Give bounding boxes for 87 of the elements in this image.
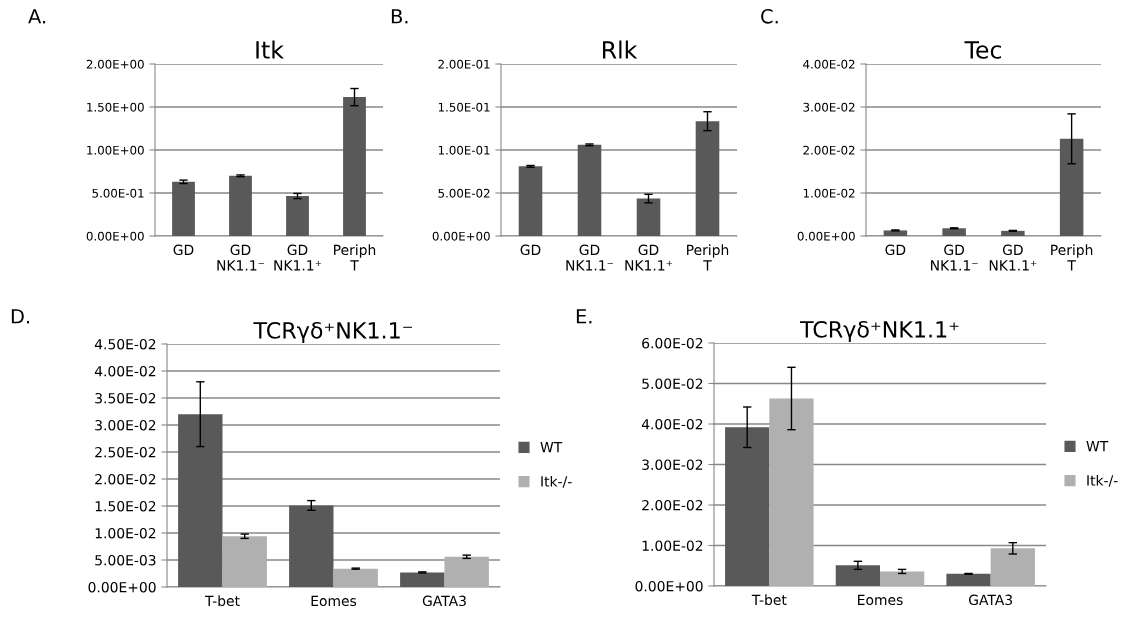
- bar: [172, 181, 195, 236]
- bar: [835, 565, 880, 586]
- chart-title: Tec: [964, 41, 1001, 59]
- bar: [725, 427, 770, 586]
- y-tick-label: 3.50E-02: [95, 392, 156, 404]
- y-tick-label: 0.00E+00: [635, 580, 703, 592]
- y-tick-label: 4.00E-02: [641, 418, 703, 430]
- bar: [286, 196, 309, 236]
- x-tick-label: GD: [520, 244, 541, 256]
- bar: [577, 144, 602, 236]
- x-tick-label: GD: [885, 244, 906, 256]
- y-tick-label: 4.00E-02: [803, 59, 855, 69]
- text: A.: [28, 9, 46, 24]
- x-tick-label: Periph T: [687, 244, 729, 271]
- text: E.: [576, 309, 592, 324]
- x-tick-label: GD NK1.1⁺: [989, 244, 1037, 271]
- y-tick-label: 5.00E-01: [92, 188, 144, 198]
- y-tick-label: 1.50E-01: [438, 102, 490, 112]
- y-tick-label: 1.00E-01: [438, 145, 490, 155]
- y-tick-label: 2.00E-02: [642, 499, 703, 511]
- y-tick-label: 4.00E-02: [94, 365, 156, 377]
- y-tick-label: 0.00E+00: [797, 231, 855, 241]
- x-tick-label: Periph T: [334, 244, 376, 271]
- y-tick-label: 2.50E-02: [95, 446, 156, 458]
- y-tick-label: 5.00E-02: [642, 378, 703, 389]
- bar: [1059, 138, 1084, 236]
- y-tick-label: 2.00E+00: [86, 59, 144, 69]
- y-tick-label: 3.00E-02: [803, 102, 855, 112]
- bar: [946, 573, 991, 586]
- x-tick-label: GD NK1.1⁻: [217, 244, 265, 271]
- y-tick-label: 5.00E-03: [95, 554, 156, 566]
- bar: [333, 568, 378, 587]
- x-tick-label: GD NK1.1⁺: [274, 244, 322, 271]
- legend-label: Itk-/-: [541, 475, 572, 488]
- legend-label: WT: [540, 442, 563, 453]
- bar: [990, 548, 1035, 586]
- bar: [400, 572, 445, 587]
- chart-title: Rlk: [603, 40, 638, 59]
- bar: [289, 505, 334, 587]
- x-tick-label: Eomes: [858, 594, 903, 606]
- x-tick-label: GD NK1.1⁺: [625, 244, 673, 271]
- legend-label: WT: [1086, 441, 1109, 452]
- chart-title: TCRγδ⁺NK1.1⁻: [253, 321, 412, 344]
- bar: [769, 398, 814, 586]
- y-tick-label: 0.00E+00: [86, 231, 144, 241]
- x-tick-label: Eomes: [311, 595, 357, 607]
- text: B.: [391, 9, 408, 24]
- y-tick-label: 0.00E+00: [88, 581, 156, 593]
- x-tick-label: GD NK1.1⁻: [566, 244, 614, 271]
- bar: [229, 175, 252, 236]
- chart-title: Itk: [256, 40, 284, 59]
- x-tick-label: GD NK1.1⁻: [931, 244, 978, 271]
- y-tick-label: 1.00E-02: [642, 540, 703, 551]
- y-tick-label: 2.00E-02: [95, 473, 156, 485]
- x-tick-label: GATA3: [422, 595, 466, 607]
- y-tick-label: 5.00E-02: [438, 188, 490, 198]
- x-tick-label: Periph T: [1051, 244, 1093, 271]
- y-tick-label: 1.50E-02: [95, 500, 156, 512]
- y-tick-label: 2.00E-02: [803, 145, 855, 155]
- y-tick-label: 1.00E-02: [803, 188, 855, 198]
- y-tick-label: 6.00E-02: [642, 337, 703, 349]
- y-tick-label: 1.00E+00: [87, 145, 144, 155]
- y-tick-label: 4.50E-02: [94, 338, 156, 350]
- legend-label: Itk-/-: [1087, 474, 1118, 487]
- bar: [518, 166, 543, 236]
- y-tick-label: 1.00E-02: [95, 527, 156, 539]
- x-tick-label: T-bet: [751, 594, 787, 606]
- y-tick-label: 0.00E+00: [432, 231, 490, 241]
- y-tick-label: 1.50E+00: [87, 102, 144, 112]
- bar: [942, 228, 966, 236]
- y-tick-label: 3.00E-02: [95, 419, 156, 431]
- bar: [343, 97, 366, 236]
- x-tick-label: T-bet: [204, 595, 240, 607]
- x-tick-label: GATA3: [968, 594, 1013, 606]
- bar: [880, 571, 925, 586]
- x-tick-label: GD: [173, 244, 194, 256]
- bar: [636, 198, 661, 236]
- y-tick-label: 2.00E-01: [438, 59, 490, 69]
- y-tick-label: 3.00E-02: [642, 459, 703, 470]
- text: D.: [11, 309, 30, 324]
- chart-title: TCRγδ⁺NK1.1⁺: [799, 320, 959, 343]
- bar: [695, 121, 720, 236]
- text: C.: [761, 8, 778, 24]
- bar: [178, 414, 223, 587]
- bar: [444, 556, 489, 587]
- bar: [222, 536, 267, 587]
- bar: [1001, 230, 1025, 236]
